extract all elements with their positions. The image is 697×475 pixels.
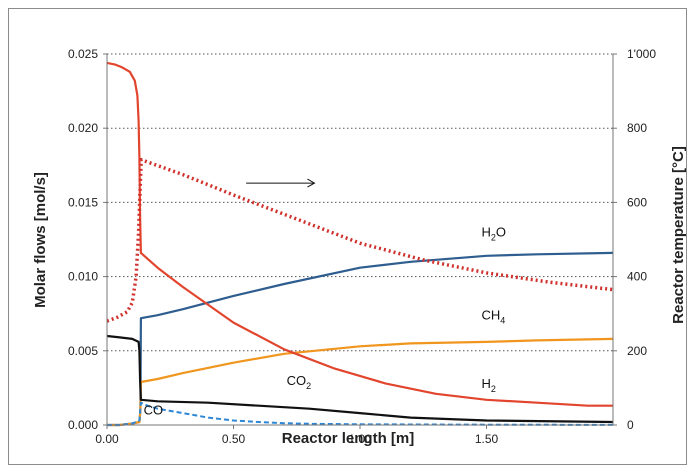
temperature-arrow-head bbox=[307, 178, 316, 188]
series-line-co bbox=[107, 401, 614, 426]
y2-tick-label: 600 bbox=[627, 195, 647, 209]
y2-tick-label: 200 bbox=[627, 344, 647, 358]
series-annotation: CO bbox=[144, 403, 164, 418]
x-tick-label: 0.00 bbox=[95, 432, 119, 446]
x-tick-label: 1.00 bbox=[348, 432, 372, 446]
axes: 0.00 0.50 1.00 1.50 0.000 0.005 0.010 0.015 0.02… bbox=[68, 47, 656, 446]
y2-tick-label: 0 bbox=[627, 418, 634, 432]
x-axis-label: Reactor length [m] bbox=[282, 430, 415, 447]
x-tick-label: 0.50 bbox=[222, 432, 246, 446]
chart-frame bbox=[8, 8, 687, 465]
y-tick-label: 0.005 bbox=[68, 344, 98, 358]
series-annotation: H2O bbox=[481, 225, 506, 243]
y-tick-label: 0.010 bbox=[68, 270, 98, 284]
y-tick-label: 0.025 bbox=[68, 47, 98, 61]
series-annotation: CH4 bbox=[481, 308, 505, 326]
y2-tick-label: 1'000 bbox=[627, 47, 656, 61]
y2-tick-label: 800 bbox=[627, 121, 647, 135]
annotations: H2O CH4 H2 CO2 CO bbox=[144, 178, 506, 418]
y2-tick-label: 400 bbox=[627, 270, 647, 284]
series-annotation: H2 bbox=[481, 376, 495, 394]
y-tick-label: 0.000 bbox=[68, 418, 98, 432]
series-annotation: CO2 bbox=[287, 373, 312, 391]
y2-axis-label: Reactor temperature [°C] bbox=[670, 146, 687, 324]
y-tick-label: 0.020 bbox=[68, 121, 98, 135]
y-axis-label: Molar flows [mol/s] bbox=[32, 172, 49, 308]
y-tick-label: 0.015 bbox=[68, 195, 98, 209]
series-lines bbox=[106, 61, 614, 427]
series-line-h2 bbox=[106, 61, 613, 407]
series-line-co2 bbox=[106, 334, 614, 424]
series-line-reactor-temperature bbox=[106, 157, 614, 323]
x-tick-label: 1.50 bbox=[475, 432, 499, 446]
gridlines bbox=[107, 53, 613, 352]
